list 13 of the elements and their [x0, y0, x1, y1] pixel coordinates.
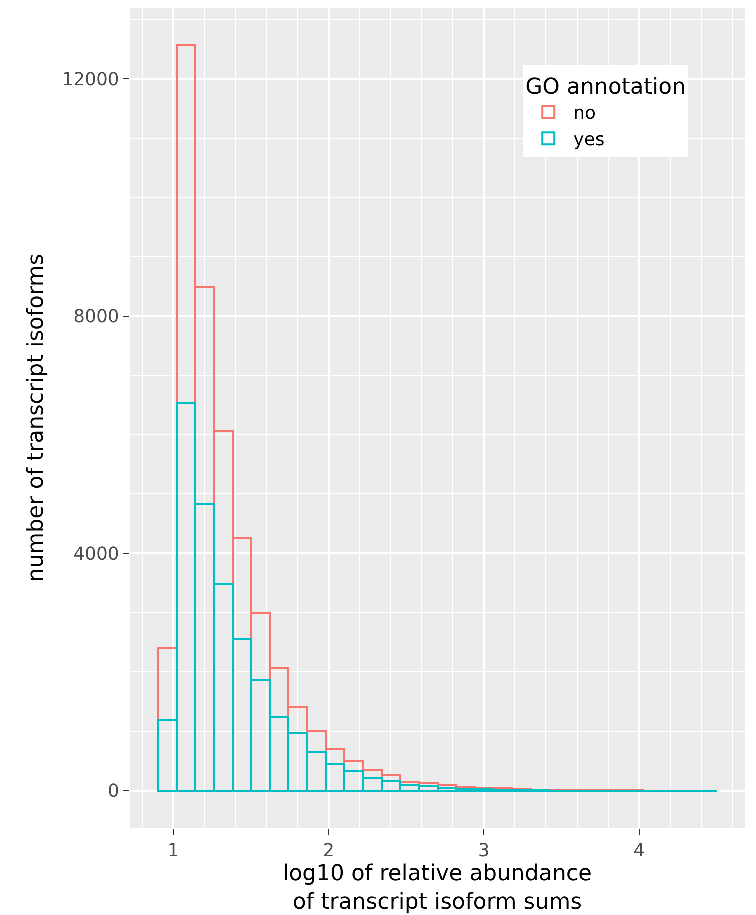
x-tick-label: 3: [478, 840, 490, 862]
x-tick-label: 4: [634, 840, 646, 862]
x-axis-title: log10 of relative abundance of transcript isoform sums: [282, 861, 592, 915]
x-tick-label: 1: [168, 840, 180, 862]
y-tick-label: 8000: [74, 306, 120, 328]
legend-title: GO annotation: [526, 75, 686, 100]
y-tick-label: 12000: [62, 69, 120, 90]
y-axis-title: number of transcript isoforms: [24, 254, 49, 582]
legend-label: no: [574, 103, 596, 124]
x-tick-label: 2: [323, 840, 335, 862]
y-tick-label: 0: [108, 781, 120, 802]
legend-label: yes: [574, 130, 605, 151]
y-tick-label: 4000: [74, 544, 120, 565]
